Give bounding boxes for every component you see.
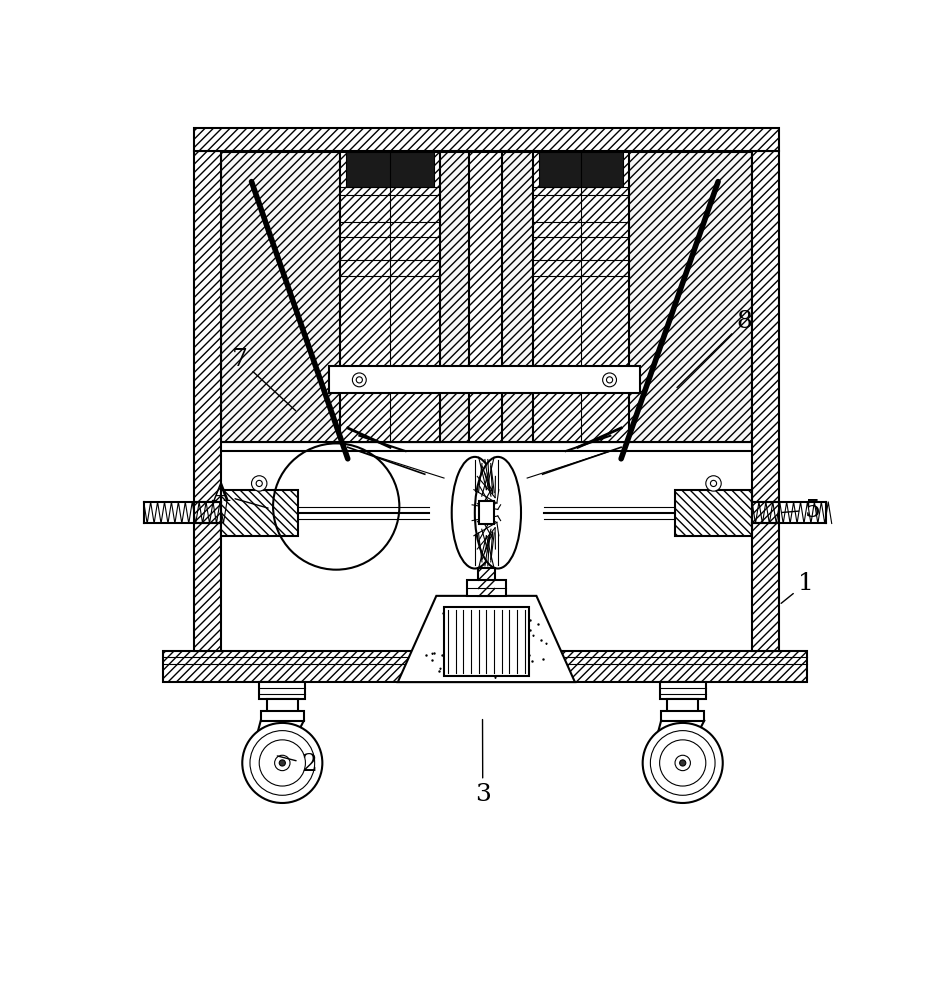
Circle shape: [659, 740, 706, 786]
Circle shape: [679, 760, 686, 766]
Circle shape: [242, 723, 323, 803]
Circle shape: [252, 476, 267, 491]
Bar: [478, 568, 495, 596]
Ellipse shape: [475, 457, 521, 569]
Bar: [444, 607, 529, 676]
Bar: [220, 490, 298, 536]
Polygon shape: [398, 596, 575, 682]
Bar: [194, 151, 220, 651]
Text: 8: 8: [677, 310, 752, 388]
Circle shape: [279, 760, 286, 766]
Bar: [469, 152, 501, 442]
Text: 1: 1: [781, 572, 814, 603]
Bar: [340, 152, 440, 442]
Bar: [533, 152, 629, 442]
Circle shape: [256, 480, 262, 487]
Bar: [533, 152, 629, 442]
Bar: [752, 151, 779, 651]
Bar: [220, 490, 298, 536]
Circle shape: [352, 373, 366, 387]
Circle shape: [603, 373, 617, 387]
Bar: [163, 651, 807, 682]
Bar: [267, 699, 298, 713]
Text: 5: 5: [781, 499, 820, 522]
Bar: [163, 651, 807, 682]
Bar: [667, 699, 698, 713]
Bar: [659, 682, 706, 699]
Circle shape: [651, 731, 715, 795]
Bar: [467, 580, 505, 596]
Bar: [194, 151, 220, 651]
Bar: [328, 366, 640, 393]
Text: 2: 2: [277, 753, 318, 776]
Bar: [538, 152, 622, 187]
Bar: [675, 490, 752, 536]
Bar: [346, 152, 434, 187]
Text: A: A: [212, 483, 268, 508]
Circle shape: [675, 755, 691, 771]
Bar: [259, 682, 306, 699]
Circle shape: [357, 377, 362, 383]
Bar: [220, 151, 752, 442]
Text: 7: 7: [233, 348, 296, 411]
Bar: [340, 152, 440, 442]
Bar: [220, 151, 752, 442]
Bar: [675, 490, 752, 536]
Circle shape: [642, 723, 723, 803]
Bar: [194, 128, 779, 151]
Bar: [194, 128, 779, 151]
Bar: [469, 152, 501, 442]
Bar: [661, 711, 704, 721]
Text: 3: 3: [475, 720, 491, 806]
Bar: [752, 151, 779, 651]
Circle shape: [710, 480, 717, 487]
Ellipse shape: [452, 457, 498, 569]
Bar: [478, 568, 495, 596]
Bar: [261, 711, 304, 721]
Circle shape: [274, 755, 290, 771]
Circle shape: [250, 731, 315, 795]
Circle shape: [606, 377, 613, 383]
Circle shape: [706, 476, 721, 491]
Bar: [479, 501, 494, 524]
Circle shape: [259, 740, 306, 786]
